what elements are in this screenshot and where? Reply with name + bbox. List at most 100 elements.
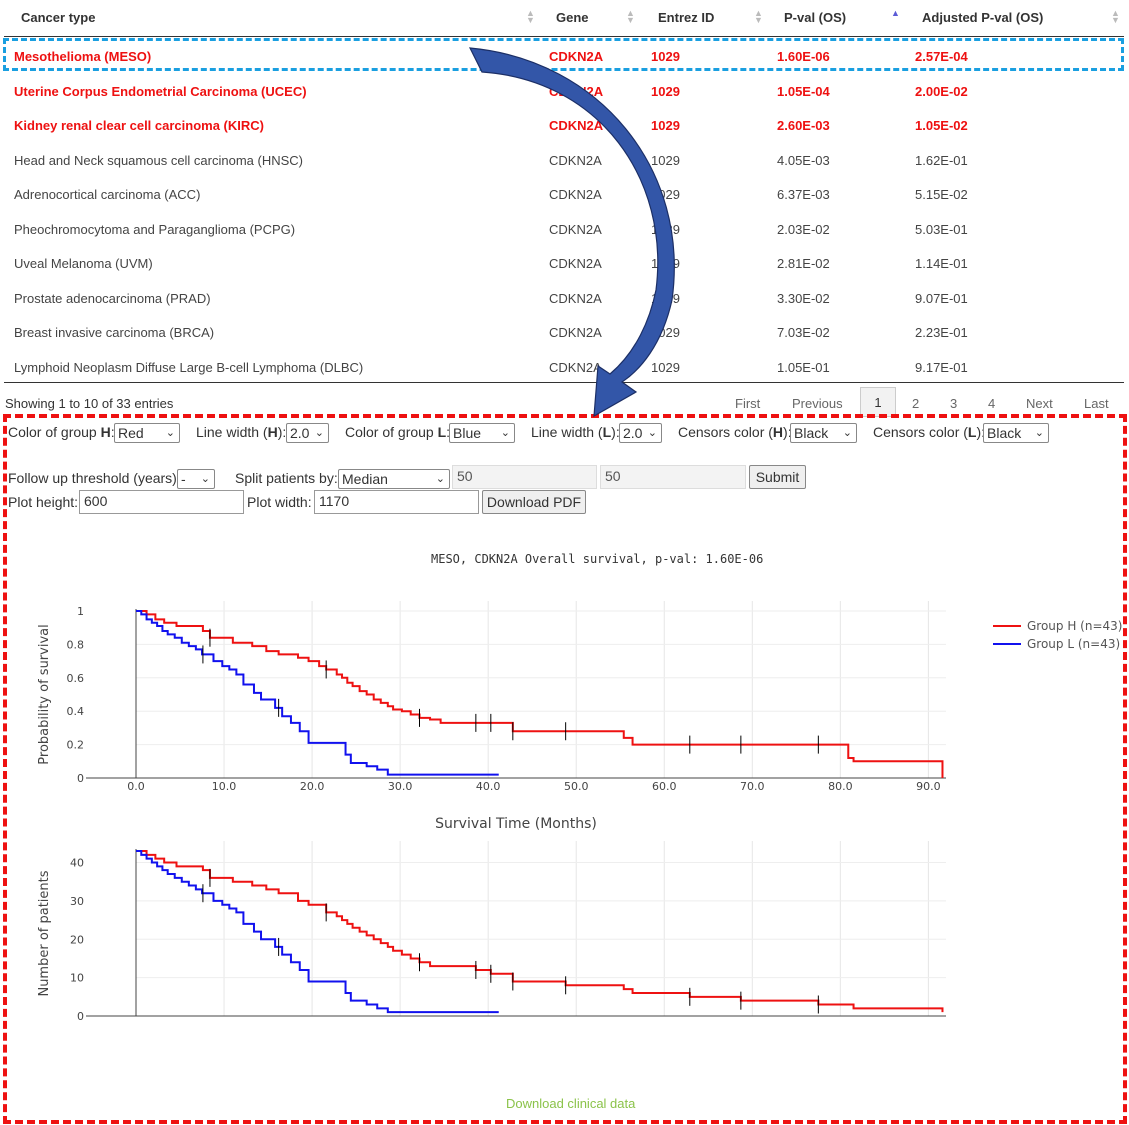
- censors-h-select[interactable]: Black ⌄: [790, 423, 857, 443]
- color-h-label: Color of group H:: [8, 424, 115, 440]
- line-width-l-select[interactable]: 2.0 ⌄: [619, 423, 662, 443]
- cell-gene: CDKN2A: [549, 359, 602, 375]
- plot-width-input[interactable]: 1170: [314, 490, 479, 514]
- split-select[interactable]: Median ⌄: [338, 469, 450, 489]
- page-next[interactable]: Next: [1026, 396, 1053, 411]
- page-previous[interactable]: Previous: [792, 396, 843, 411]
- submit-button[interactable]: Submit: [749, 465, 806, 489]
- download-clinical-data-link[interactable]: Download clinical data: [506, 1096, 636, 1111]
- cell-cancer: Mesothelioma (MESO): [14, 49, 152, 64]
- color-l-select[interactable]: Blue ⌄: [449, 423, 515, 443]
- page-first[interactable]: First: [735, 396, 761, 411]
- header-entrez-id[interactable]: Entrez ID: [658, 10, 715, 25]
- censors-h-label: Censors color (H):: [678, 424, 792, 440]
- cell-adj: 1.14E-01: [915, 256, 968, 271]
- page-last[interactable]: Last: [1084, 396, 1109, 411]
- plot-panel-border: [3, 414, 1127, 1124]
- chevron-down-icon: ⌄: [647, 427, 657, 439]
- cell-entrez: 1029: [651, 152, 680, 168]
- table-row[interactable]: Pheochromocytoma and Paraganglioma (PCPG…: [4, 211, 1124, 245]
- cell-adj: 9.17E-01: [915, 359, 968, 375]
- sort-icon[interactable]: ▲ ▼: [526, 8, 535, 25]
- table-header: Cancer type ▲ ▼ Gene ▲ ▼ Entrez ID ▲ ▼ P-va…: [4, 0, 1124, 37]
- censors-l-select[interactable]: Black ⌄: [983, 423, 1049, 443]
- cell-pval: 1.05E-01: [777, 359, 830, 375]
- cell-entrez: 1029: [651, 221, 680, 237]
- cell-pval: 1.60E-06: [777, 49, 830, 64]
- cell-gene: CDKN2A: [549, 152, 602, 168]
- table-row[interactable]: Head and Neck squamous cell carcinoma (H…: [4, 142, 1124, 176]
- cell-cancer: Adrenocortical carcinoma (ACC): [14, 187, 201, 202]
- cell-gene: CDKN2A: [549, 221, 602, 237]
- cell-gene: CDKN2A: [549, 290, 602, 306]
- plot-height-label: Plot height:: [8, 494, 79, 510]
- followup-select[interactable]: - ⌄: [177, 469, 215, 489]
- table-row[interactable]: Adrenocortical carcinoma (ACC) CDKN2A 1029…: [4, 176, 1124, 210]
- page-2[interactable]: 2: [912, 396, 920, 411]
- page-4[interactable]: 4: [988, 396, 996, 411]
- line-width-h-select[interactable]: 2.0 ⌄: [286, 423, 329, 443]
- cell-entrez: 1029: [651, 187, 680, 202]
- chevron-down-icon: ⌄: [1034, 427, 1044, 439]
- split-label: Split patients by:: [235, 470, 338, 486]
- plot-height-input[interactable]: 600: [79, 490, 244, 514]
- table-row[interactable]: Prostate adenocarcinoma (PRAD) CDKN2A 1029…: [4, 280, 1124, 314]
- highlighted-row-box: [3, 38, 1124, 71]
- cell-cancer: Uveal Melanoma (UVM): [14, 256, 153, 271]
- cell-entrez: 1029: [651, 118, 680, 133]
- sort-icon[interactable]: ▲ ▼: [1111, 8, 1120, 25]
- cell-adj: 9.07E-01: [915, 290, 968, 306]
- cell-cancer: Breast invasive carcinoma (BRCA): [14, 325, 215, 340]
- table-row[interactable]: Uveal Melanoma (UVM) CDKN2A 1029 2.81E-02 1.…: [4, 245, 1124, 279]
- cell-adj: 1.05E-02: [915, 118, 968, 133]
- sort-icon[interactable]: ▲ ▼: [754, 8, 763, 25]
- cell-pval: 6.37E-03: [777, 187, 830, 202]
- cell-cancer: Uterine Corpus Endometrial Carcinoma (UC…: [14, 83, 307, 99]
- cell-cancer: Prostate adenocarcinoma (PRAD): [14, 290, 211, 306]
- header-pval[interactable]: P-val (OS): [784, 10, 847, 25]
- chevron-down-icon: ⌄: [314, 427, 324, 439]
- color-h-select[interactable]: Red ⌄: [114, 423, 180, 443]
- plot-title: MESO, CDKN2A Overall survival, p-val: 1.…: [431, 552, 764, 566]
- cell-gene: CDKN2A: [549, 325, 602, 340]
- cell-adj: 5.03E-01: [915, 221, 968, 237]
- cell-gene: CDKN2A: [549, 187, 602, 202]
- header-adjusted-pval[interactable]: Adjusted P-val (OS): [922, 10, 1044, 25]
- pagination: First Previous 1 2 3 4 Next Last: [0, 387, 1129, 417]
- page-3[interactable]: 3: [950, 396, 958, 411]
- entries-info: Showing 1 to 10 of 33 entries: [5, 396, 174, 411]
- cell-adj: 2.57E-04: [915, 49, 968, 64]
- cell-pval: 3.30E-02: [777, 290, 830, 306]
- cell-pval: 2.03E-02: [777, 221, 830, 237]
- chevron-down-icon: ⌄: [842, 427, 852, 439]
- chevron-down-icon: ⌄: [435, 473, 445, 485]
- table-row[interactable]: Lymphoid Neoplasm Diffuse Large B-cell L…: [4, 349, 1124, 383]
- table-row[interactable]: Breast invasive carcinoma (BRCA) CDKN2A 10…: [4, 314, 1124, 348]
- cell-entrez: 1029: [651, 83, 680, 99]
- chevron-down-icon: ⌄: [500, 427, 510, 439]
- cell-pval: 2.60E-03: [777, 118, 830, 133]
- table-row[interactable]: Kidney renal clear cell carcinoma (KIRC)…: [4, 107, 1124, 141]
- sort-asc-icon[interactable]: ▲: [891, 8, 900, 18]
- table-footer-line: [4, 382, 1124, 383]
- cell-pval: 1.05E-04: [777, 83, 830, 99]
- cell-pval: 7.03E-02: [777, 325, 830, 340]
- cell-adj: 2.00E-02: [915, 83, 968, 99]
- header-cancer-type[interactable]: Cancer type: [21, 10, 96, 25]
- download-pdf-button[interactable]: Download PDF: [482, 490, 586, 514]
- header-gene[interactable]: Gene: [556, 10, 589, 25]
- page-1[interactable]: 1: [860, 387, 896, 417]
- sort-icon[interactable]: ▲ ▼: [626, 8, 635, 25]
- cell-cancer: Pheochromocytoma and Paraganglioma (PCPG…: [14, 221, 296, 237]
- cell-entrez: 1029: [651, 256, 680, 271]
- cell-entrez: 1029: [651, 325, 680, 340]
- followup-label: Follow up threshold (years):: [8, 470, 181, 486]
- table-row[interactable]: Uterine Corpus Endometrial Carcinoma (UC…: [4, 73, 1124, 107]
- cell-cancer: Kidney renal clear cell carcinoma (KIRC): [14, 118, 264, 133]
- censors-l-label: Censors color (L):: [873, 424, 986, 440]
- cell-adj: 1.62E-01: [915, 152, 968, 168]
- plot-width-label: Plot width:: [247, 494, 312, 510]
- split-lower-input[interactable]: 50: [452, 465, 597, 489]
- cell-gene: CDKN2A: [549, 118, 604, 133]
- split-upper-input[interactable]: 50: [600, 465, 746, 489]
